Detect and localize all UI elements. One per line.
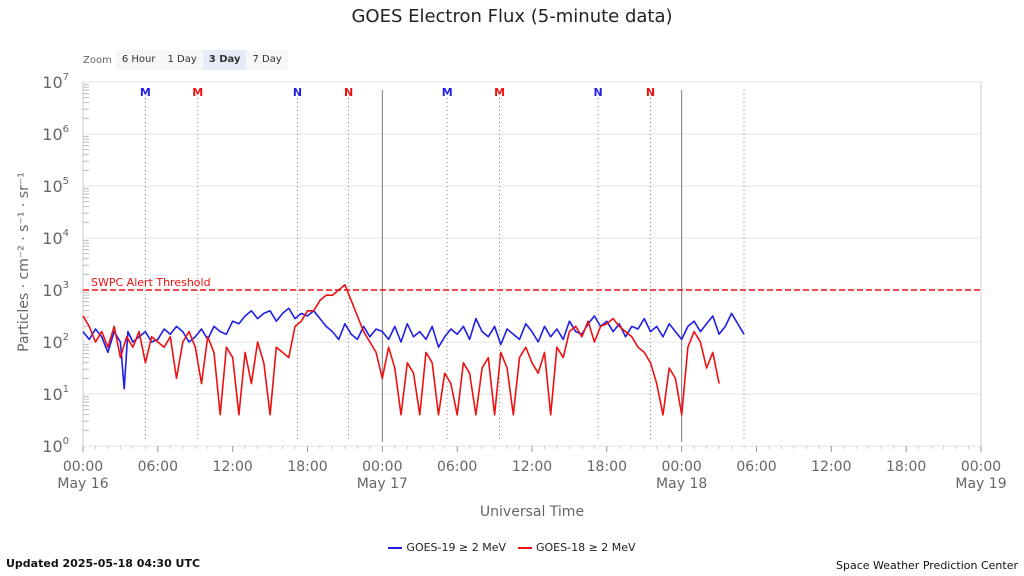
legend-swatch-goes19 — [388, 546, 403, 549]
zoom-6-hour-button[interactable]: 6 Hour — [115, 50, 162, 70]
zoom-1-day-button[interactable]: 1 Day — [161, 50, 203, 70]
x-tick-label: 00:00 — [961, 459, 1001, 475]
x-date-label: May 19 — [955, 476, 1006, 492]
x-tick-label: 00:00 — [362, 459, 402, 475]
x-tick-label: 12:00 — [212, 459, 252, 475]
x-tick-label: 00:00 — [661, 459, 701, 475]
legend-swatch-goes18 — [518, 546, 532, 549]
series-layer — [82, 283, 745, 416]
chart-title: GOES Electron Flux (5-minute data) — [351, 6, 673, 27]
x-tick-label: 06:00 — [138, 459, 178, 475]
x-tick-label: 18:00 — [886, 459, 926, 475]
marker-label: N — [344, 86, 353, 99]
marker-label: M — [442, 86, 453, 99]
y-tick-label: 103 — [42, 280, 69, 300]
y-tick-label: 107 — [42, 72, 69, 92]
legend-label-goes18: GOES-18 ≥ 2 MeV — [536, 541, 636, 554]
marker-label: N — [646, 86, 655, 99]
y-tick-label: 105 — [42, 176, 69, 196]
y-tick-label: 104 — [42, 228, 69, 248]
marker-label: M — [192, 86, 203, 99]
credit: Space Weather Prediction Center — [836, 559, 1018, 572]
series-line-goes18 — [82, 283, 720, 416]
marker-label: M — [494, 86, 505, 99]
legend-label-goes19: GOES-19 ≥ 2 MeV — [406, 541, 506, 554]
x-tick-label: 12:00 — [512, 459, 552, 475]
y-axis-label: Particles · cm⁻² · s⁻¹ · sr⁻¹ — [16, 172, 32, 352]
y-tick-label: 102 — [42, 332, 69, 352]
y-axis: 100 101 102 103 104 105 106 107 — [42, 72, 69, 456]
y-tick-label: 106 — [42, 124, 69, 144]
marker-label: N — [293, 86, 302, 99]
series-line-goes19 — [82, 307, 745, 390]
marker-label: M — [140, 86, 151, 99]
legend: GOES-19 ≥ 2 MeV GOES-18 ≥ 2 MeV — [0, 541, 1024, 554]
x-date-label: May 16 — [57, 476, 108, 492]
zoom-bar: Zoom 6 Hour 1 Day 3 Day 7 Day — [83, 50, 288, 70]
x-tick-label: 18:00 — [287, 459, 327, 475]
y-tick-label: 101 — [42, 384, 69, 404]
legend-item-goes18[interactable]: GOES-18 ≥ 2 MeV — [518, 541, 636, 554]
x-tick-label: 06:00 — [437, 459, 477, 475]
zoom-7-day-button[interactable]: 7 Day — [246, 50, 288, 70]
marker-label: N — [593, 86, 602, 99]
x-tick-label: 12:00 — [811, 459, 851, 475]
zoom-label: Zoom — [83, 54, 112, 66]
threshold-label: SWPC Alert Threshold — [91, 276, 211, 289]
x-axis-label: Universal Time — [480, 504, 584, 520]
y-tick-label: 100 — [42, 436, 69, 456]
x-date-label: May 17 — [357, 476, 408, 492]
x-date-label: May 18 — [656, 476, 707, 492]
x-tick-label: 06:00 — [736, 459, 776, 475]
updated-timestamp: Updated 2025-05-18 04:30 UTC — [6, 557, 201, 570]
zoom-3-day-button[interactable]: 3 Day — [202, 50, 247, 70]
x-tick-label: 00:00 — [63, 459, 103, 475]
x-tick-label: 18:00 — [587, 459, 627, 475]
legend-item-goes19[interactable]: GOES-19 ≥ 2 MeV — [388, 541, 506, 554]
threshold: SWPC Alert Threshold — [83, 276, 981, 291]
